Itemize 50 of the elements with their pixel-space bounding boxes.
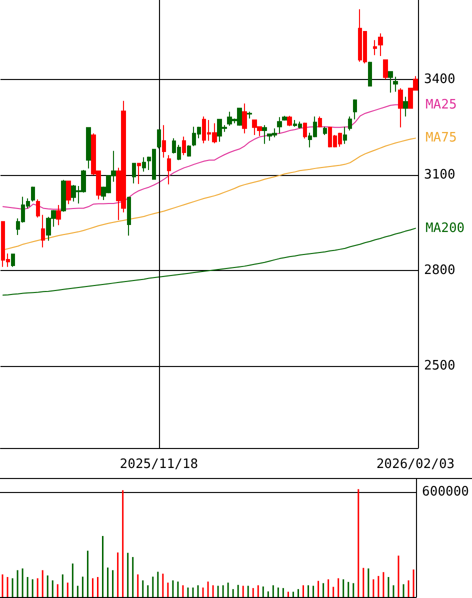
candlestick [137, 162, 141, 185]
candlestick [31, 186, 35, 202]
line-series [2, 228, 416, 296]
x-tick-label: 2025/11/18 [120, 457, 198, 472]
series-label: MA75 [425, 130, 457, 146]
y-tick-label: 3100 [424, 167, 456, 182]
candlestick [11, 254, 15, 268]
candlestick [247, 111, 252, 119]
candlestick [242, 102, 247, 134]
candlestick [383, 59, 388, 80]
candlestick [142, 156, 146, 172]
candlestick [262, 124, 267, 144]
candlestick [162, 124, 166, 158]
candlestick [373, 40, 377, 56]
candlestick [393, 76, 398, 92]
candlestick [403, 96, 408, 118]
candlestick [343, 126, 347, 144]
candlestick [167, 154, 171, 185]
candlestick [187, 144, 191, 158]
series-label: MA200 [425, 220, 465, 236]
candlestick [303, 122, 307, 140]
line-series [2, 138, 416, 250]
candlestick [353, 98, 357, 120]
candlestick [378, 32, 383, 57]
y-tick-label: 2500 [424, 358, 456, 374]
candlestick [182, 136, 186, 156]
candlestick [282, 115, 287, 122]
line-series [2, 104, 401, 210]
candlestick [86, 127, 91, 169]
y-tick-label: 600000 [422, 484, 470, 500]
candlestick [41, 214, 45, 248]
candlestick [318, 116, 322, 128]
x-tick-label: 2026/02/03 [376, 457, 455, 472]
candlestick [66, 180, 71, 205]
candlestick [368, 61, 372, 86]
candlestick [157, 129, 161, 149]
candlestick [132, 162, 136, 184]
candlestick [61, 179, 66, 212]
y-tick-label: 3400 [424, 72, 456, 87]
candlestick [287, 115, 292, 127]
candlestick [277, 116, 282, 134]
candlestick [348, 116, 352, 132]
candlestick [36, 198, 40, 218]
candlestick [388, 71, 393, 94]
candlestick [127, 196, 131, 236]
candlestick [398, 88, 403, 128]
series-label: MA25 [425, 97, 457, 112]
candlestick [56, 204, 61, 226]
candlestick [323, 126, 327, 136]
y-tick-label: 2800 [424, 262, 456, 278]
